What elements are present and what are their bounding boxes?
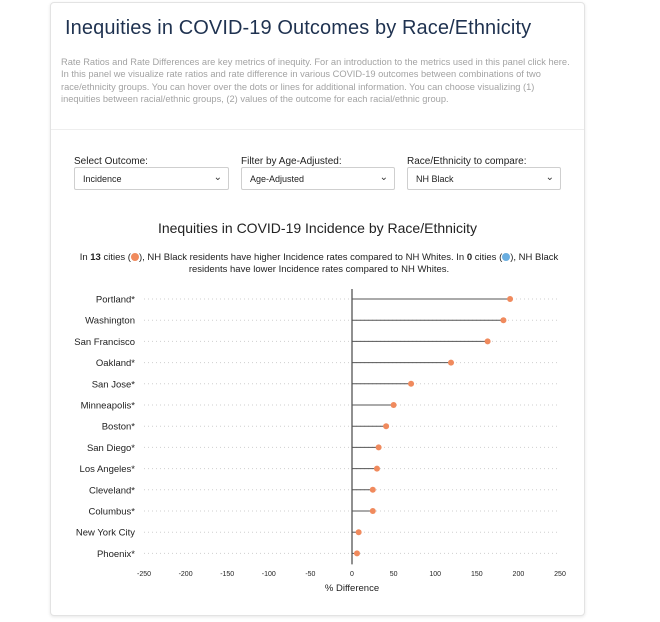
x-tick-label: 250 bbox=[554, 571, 566, 578]
summary-part3: ), NH Black residents have higher Incide… bbox=[138, 252, 467, 263]
panel-title: Inequities in COVID-19 Outcomes by Race/… bbox=[65, 17, 532, 39]
lower-dot-icon bbox=[502, 253, 511, 261]
x-tick-label: 0 bbox=[350, 571, 354, 578]
data-point bbox=[355, 529, 362, 536]
higher-dot-icon bbox=[130, 253, 139, 261]
data-point bbox=[390, 402, 397, 408]
age-select-value: Age-Adjusted bbox=[250, 174, 305, 184]
data-point bbox=[507, 296, 514, 302]
summary-part1: In bbox=[79, 252, 91, 263]
category-label: San Francisco bbox=[74, 337, 135, 348]
category-label: Phoenix* bbox=[97, 549, 135, 560]
x-tick-label: -150 bbox=[220, 571, 234, 578]
chevron-down-icon: ⌄ bbox=[545, 172, 554, 183]
data-point bbox=[369, 508, 376, 514]
data-point bbox=[375, 444, 382, 451]
category-label: Boston* bbox=[102, 422, 136, 433]
category-label: Cleveland* bbox=[89, 485, 135, 496]
category-label: Oakland* bbox=[96, 358, 135, 369]
lower-count: 0 bbox=[466, 252, 473, 263]
x-tick-label: 200 bbox=[513, 571, 525, 578]
chevron-down-icon: ⌄ bbox=[213, 172, 222, 183]
category-label: Los Angeles* bbox=[80, 464, 136, 475]
data-point bbox=[369, 486, 376, 493]
x-axis-label: % Difference bbox=[325, 583, 379, 594]
race-select-value: NH Black bbox=[416, 174, 454, 184]
data-point bbox=[448, 359, 455, 366]
category-label: Washington bbox=[85, 316, 135, 327]
chart-title: Inequities in COVID-19 Incidence by Race… bbox=[157, 220, 478, 236]
data-point bbox=[484, 338, 491, 345]
outcome-select-label: Select Outcome: bbox=[74, 156, 148, 167]
category-label: Portland* bbox=[96, 295, 135, 306]
x-tick-label: -250 bbox=[137, 571, 151, 578]
x-tick-label: 50 bbox=[390, 571, 398, 578]
race-select-label: Race/Ethnicity to compare: bbox=[407, 156, 527, 167]
category-label: San Jose* bbox=[92, 379, 136, 390]
divider bbox=[51, 129, 584, 130]
chart-summary: In 13 cities (), NH Black residents have… bbox=[69, 252, 569, 276]
summary-part2: cities ( bbox=[100, 252, 131, 263]
data-point bbox=[383, 423, 390, 430]
age-adjusted-select[interactable]: Age-Adjusted ⌄ bbox=[241, 167, 395, 190]
race-select[interactable]: NH Black ⌄ bbox=[407, 167, 561, 190]
panel-description: Rate Ratios and Rate Differences are key… bbox=[61, 57, 570, 104]
category-label: Columbus* bbox=[89, 507, 136, 518]
x-tick-label: 100 bbox=[429, 571, 441, 578]
data-point bbox=[373, 465, 380, 472]
category-label: San Diego* bbox=[87, 443, 135, 454]
x-tick-label: -50 bbox=[305, 571, 315, 578]
data-point bbox=[408, 380, 415, 387]
data-point bbox=[500, 317, 507, 324]
category-label: New York City bbox=[76, 528, 135, 539]
summary-part5: ), NH Black residents have lower Inciden… bbox=[188, 252, 559, 275]
outcomes-panel: Inequities in COVID-19 Outcomes by Race/… bbox=[50, 2, 585, 616]
age-select-label: Filter by Age-Adjusted: bbox=[241, 156, 342, 167]
data-point bbox=[353, 550, 360, 557]
summary-part4: cities ( bbox=[472, 252, 503, 263]
x-tick-label: -200 bbox=[179, 571, 193, 578]
category-label: Minneapolis* bbox=[81, 401, 136, 412]
outcome-select-value: Incidence bbox=[83, 174, 122, 184]
x-tick-label: 150 bbox=[471, 571, 483, 578]
x-tick-label: -100 bbox=[262, 571, 276, 578]
chevron-down-icon: ⌄ bbox=[379, 172, 388, 183]
higher-count: 13 bbox=[90, 252, 101, 263]
outcome-select[interactable]: Incidence ⌄ bbox=[74, 167, 229, 190]
